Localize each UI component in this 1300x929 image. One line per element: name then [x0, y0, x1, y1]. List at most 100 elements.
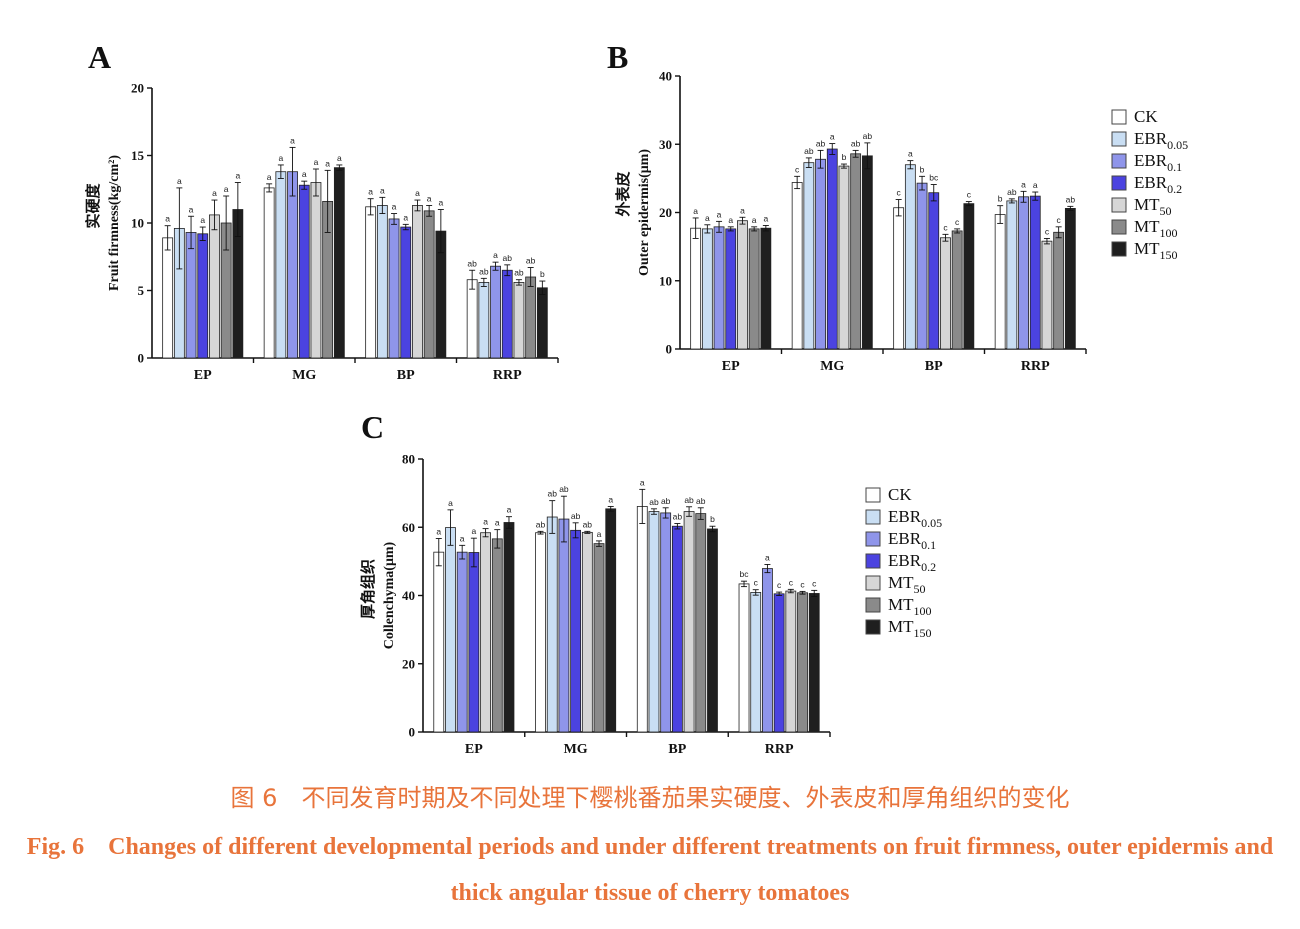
bar [1053, 231, 1065, 350]
bar [310, 182, 322, 359]
legend-entry: EBR0.2 [1134, 173, 1182, 196]
significance-letter: ab [536, 519, 546, 529]
bar [513, 281, 525, 359]
x-category-label: RRP [493, 368, 522, 383]
significance-letter: a [290, 135, 295, 145]
bar [209, 214, 220, 359]
legend-entry: EBR0.05 [1134, 129, 1188, 152]
bar [701, 228, 713, 350]
significance-letter: ab [863, 131, 873, 141]
significance-letter: a [495, 518, 500, 528]
significance-letter: a [693, 206, 698, 216]
bar [605, 508, 617, 733]
bar [815, 158, 826, 350]
significance-letter: c [955, 217, 960, 227]
legend-swatch [865, 531, 881, 547]
significance-letter: c [897, 188, 902, 198]
significance-letter: c [795, 164, 800, 174]
bar [994, 214, 1006, 350]
bar [275, 171, 287, 359]
y-tick-label: 0 [409, 725, 416, 740]
significance-letter: ab [467, 258, 477, 268]
bar [197, 233, 209, 359]
significance-letter: c [967, 190, 972, 200]
bar [536, 287, 548, 359]
significance-letter: ab [684, 495, 694, 505]
legend-entry: CK [1134, 107, 1158, 126]
y-tick-label: 5 [138, 283, 145, 298]
significance-letter: a [337, 153, 342, 163]
legend-entry-subscript: 0.2 [921, 560, 936, 574]
bar [660, 512, 672, 733]
significance-letter: c [800, 579, 805, 589]
bar [376, 205, 388, 359]
legend-entry-subscript: 50 [914, 582, 926, 596]
bar [287, 171, 298, 359]
significance-letter: a [189, 204, 194, 214]
significance-letter: a [325, 158, 330, 168]
significance-letter: a [415, 188, 420, 198]
x-category-label: MG [292, 368, 316, 383]
legend-swatch [1111, 241, 1127, 257]
significance-letter: a [752, 215, 757, 225]
legend-entry-base: MT [1134, 195, 1160, 214]
bar [636, 506, 648, 733]
significance-letter: a [763, 213, 768, 223]
bar [838, 165, 850, 350]
bar [466, 279, 478, 359]
legend-swatch [865, 553, 881, 569]
bar [503, 522, 515, 733]
significance-letter: a [483, 517, 488, 527]
significance-letter: a [436, 527, 441, 537]
legend-swatch [865, 597, 881, 613]
bar [423, 210, 435, 359]
y-tick-label: 0 [138, 351, 145, 366]
legend-swatch [865, 575, 881, 591]
significance-letter: a [908, 149, 913, 159]
y-axis-label: Outer epidermis(μm) [637, 149, 652, 276]
bar [456, 551, 468, 733]
significance-letter: b [998, 194, 1003, 204]
y-axis-label-chinese: 厚角组织 [359, 559, 377, 619]
significance-letter: a [267, 172, 272, 182]
significance-letter: ab [1066, 194, 1076, 204]
bar [581, 531, 593, 733]
legend-entry-base: MT [1134, 217, 1160, 236]
significance-letter: b [920, 164, 925, 174]
legend-entry-subscript: 150 [914, 626, 932, 640]
significance-letter: ab [804, 146, 814, 156]
significance-letter: a [212, 188, 217, 198]
bar [850, 153, 862, 350]
legend-entry-subscript: 100 [914, 604, 932, 618]
legend-entry: MT50 [888, 573, 926, 596]
bar [683, 511, 695, 733]
legend-entry-base: EBR [888, 507, 922, 526]
bar [185, 232, 197, 359]
bar [762, 568, 773, 733]
significance-letter: ab [661, 496, 671, 506]
bar [570, 529, 582, 733]
bar [893, 207, 905, 350]
y-tick-label: 80 [402, 452, 415, 467]
bar [797, 592, 808, 733]
significance-letter: a [235, 171, 240, 181]
y-tick-label: 60 [402, 520, 415, 535]
bar [1041, 240, 1053, 350]
y-tick-label: 20 [402, 656, 415, 671]
legend-entry-subscript: 100 [1160, 226, 1178, 240]
legend-swatch [1111, 197, 1127, 213]
significance-letter: b [540, 269, 545, 279]
legend-entry: MT150 [888, 617, 932, 640]
legend-entry-subscript: 0.2 [1167, 182, 1182, 196]
significance-letter: a [1021, 179, 1026, 189]
significance-letter: a [472, 526, 477, 536]
bar [707, 528, 718, 733]
legend-swatch [1111, 109, 1127, 125]
x-category-label: EP [465, 742, 483, 757]
bar [773, 593, 785, 733]
bar [162, 237, 174, 359]
legend-entry-base: MT [1134, 239, 1160, 258]
x-category-label: EP [194, 368, 212, 383]
